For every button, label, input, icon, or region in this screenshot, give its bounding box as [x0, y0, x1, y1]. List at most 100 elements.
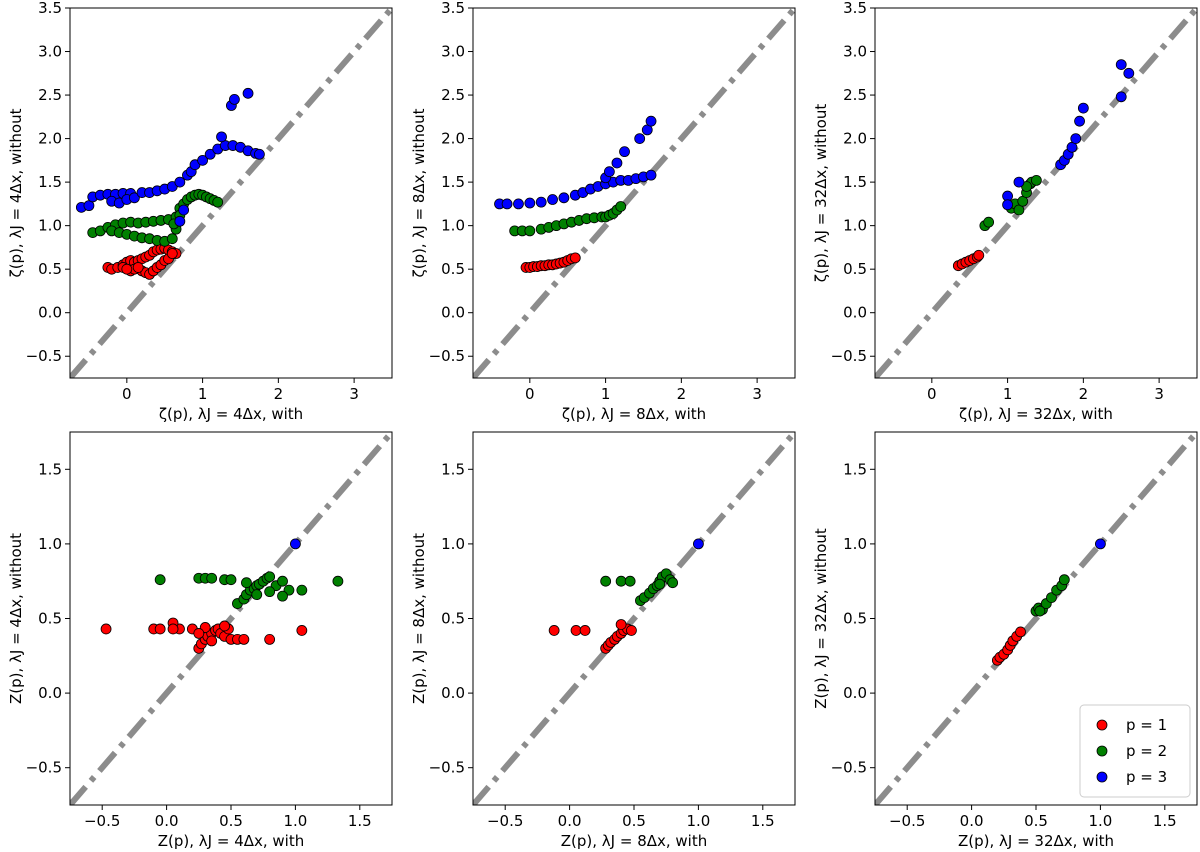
data-point	[558, 192, 570, 204]
diagonal-reference-line	[875, 432, 1197, 805]
data-point	[626, 625, 637, 636]
x-axis-label: Z(p), λJ = 8Δx, with	[561, 832, 707, 850]
x-tick-label: 0	[927, 385, 937, 403]
data-point	[225, 574, 237, 586]
y-tick-label: −0.5	[831, 759, 867, 777]
data-point	[206, 635, 218, 647]
data-point	[603, 166, 615, 178]
data-point	[166, 248, 178, 259]
data-point	[611, 157, 623, 169]
diagonal-reference-line	[473, 8, 795, 378]
y-tick-label: 0.5	[38, 610, 62, 628]
data-point	[1046, 592, 1057, 604]
y-tick-label: 0.5	[843, 260, 867, 278]
data-point	[1013, 176, 1025, 188]
data-point	[264, 571, 276, 583]
data-point	[121, 263, 133, 275]
data-point	[973, 249, 985, 261]
scatter-panel: −0.5 0.0 0.5 1.0 1.5 −0.5 0.0 0.5 1.0 1.5 Z(p), λJ…	[7, 431, 393, 850]
y-tick-label: 1.5	[843, 173, 867, 191]
data-point	[277, 590, 288, 602]
y-axis-label: Z(p), λJ = 8Δx, without	[410, 533, 428, 704]
x-tick-label: −0.5	[487, 812, 523, 830]
data-point	[615, 619, 627, 630]
data-point	[569, 252, 581, 264]
y-tick-label: 3.5	[843, 0, 867, 17]
y-tick-label: 1.0	[843, 535, 867, 553]
y-tick-label: 3.0	[843, 43, 867, 61]
diagonal-reference-line	[473, 432, 795, 805]
data-point	[654, 578, 666, 590]
x-tick-label: 0.5	[622, 812, 646, 830]
data-point	[615, 201, 627, 212]
legend-label: p = 1	[1126, 716, 1167, 734]
legend-label: p = 2	[1126, 742, 1167, 760]
x-tick-label: 1	[601, 385, 611, 403]
data-point	[219, 620, 230, 632]
data-point	[296, 584, 308, 596]
legend-box	[1079, 704, 1191, 798]
x-tick-label: 3	[752, 385, 762, 403]
data-point	[251, 589, 263, 601]
data-point	[100, 623, 112, 635]
y-axis-label: ζ(p), λJ = 8Δx, without	[410, 108, 428, 277]
diagonal-reference-line	[875, 8, 1197, 378]
y-tick-label: 0.0	[38, 684, 62, 702]
x-axis-label: Z(p), λJ = 4Δx, with	[158, 832, 304, 850]
data-point	[167, 623, 179, 635]
data-point	[579, 625, 591, 636]
x-axis-label: ζ(p), λJ = 8Δx, with	[562, 405, 706, 423]
y-axis-label: ζ(p), λJ = 32Δx, without	[812, 104, 830, 283]
x-tick-label: 1	[1003, 385, 1013, 403]
y-tick-label: 1.0	[441, 217, 465, 235]
x-tick-label: 3	[349, 385, 359, 403]
data-point	[547, 194, 558, 205]
y-tick-label: 0.0	[38, 304, 62, 322]
data-point	[570, 625, 582, 636]
x-axis-label: ζ(p), λJ = 4Δx, with	[159, 405, 303, 423]
y-tick-label: 1.0	[843, 217, 867, 235]
data-point	[242, 87, 254, 99]
data-point	[524, 225, 536, 237]
y-tick-label: 3.0	[38, 43, 62, 61]
data-point	[166, 233, 178, 245]
y-tick-label: −0.5	[831, 347, 867, 365]
y-tick-label: 2.5	[38, 86, 62, 104]
y-tick-label: 1.0	[441, 535, 465, 553]
data-point	[983, 216, 995, 228]
x-axis-label: Z(p), λJ = 32Δx, with	[958, 832, 1114, 850]
x-tick-label: −0.5	[889, 812, 925, 830]
y-tick-label: 0.0	[441, 684, 465, 702]
data-point	[535, 196, 547, 208]
plot-frame	[69, 7, 393, 379]
data-point	[212, 196, 224, 208]
legend-marker	[1096, 771, 1108, 783]
data-point	[132, 262, 144, 273]
y-tick-label: 3.5	[441, 0, 465, 17]
diagonal-reference-line	[70, 432, 392, 805]
y-tick-label: −0.5	[26, 759, 62, 777]
y-tick-label: 1.5	[843, 460, 867, 478]
diagonal-reference-line	[70, 8, 392, 378]
y-tick-label: −0.5	[26, 347, 62, 365]
y-tick-label: 1.5	[38, 460, 62, 478]
y-tick-label: −0.5	[429, 347, 465, 365]
data-point	[501, 198, 513, 210]
x-tick-label: 1.0	[1088, 812, 1112, 830]
scatter-panel: −0.5 0.0 0.5 1.0 1.5 −0.5 0.0 0.5 1.0 1.5 Z(p), λJ…	[812, 431, 1198, 850]
y-tick-label: 3.5	[38, 0, 62, 17]
y-tick-label: 0.0	[441, 304, 465, 322]
x-tick-label: −0.5	[84, 812, 120, 830]
data-point	[1123, 67, 1135, 79]
x-tick-label: 1.5	[348, 812, 372, 830]
data-point	[332, 575, 344, 587]
y-tick-label: 0.0	[843, 684, 867, 702]
y-axis-label: Z(p), λJ = 32Δx, without	[812, 528, 830, 709]
x-tick-label: 1	[198, 385, 208, 403]
data-point	[238, 633, 250, 645]
x-tick-label: 0	[122, 385, 132, 403]
data-point	[128, 192, 140, 204]
y-tick-label: 2.0	[843, 130, 867, 148]
plot-frame	[874, 7, 1198, 379]
